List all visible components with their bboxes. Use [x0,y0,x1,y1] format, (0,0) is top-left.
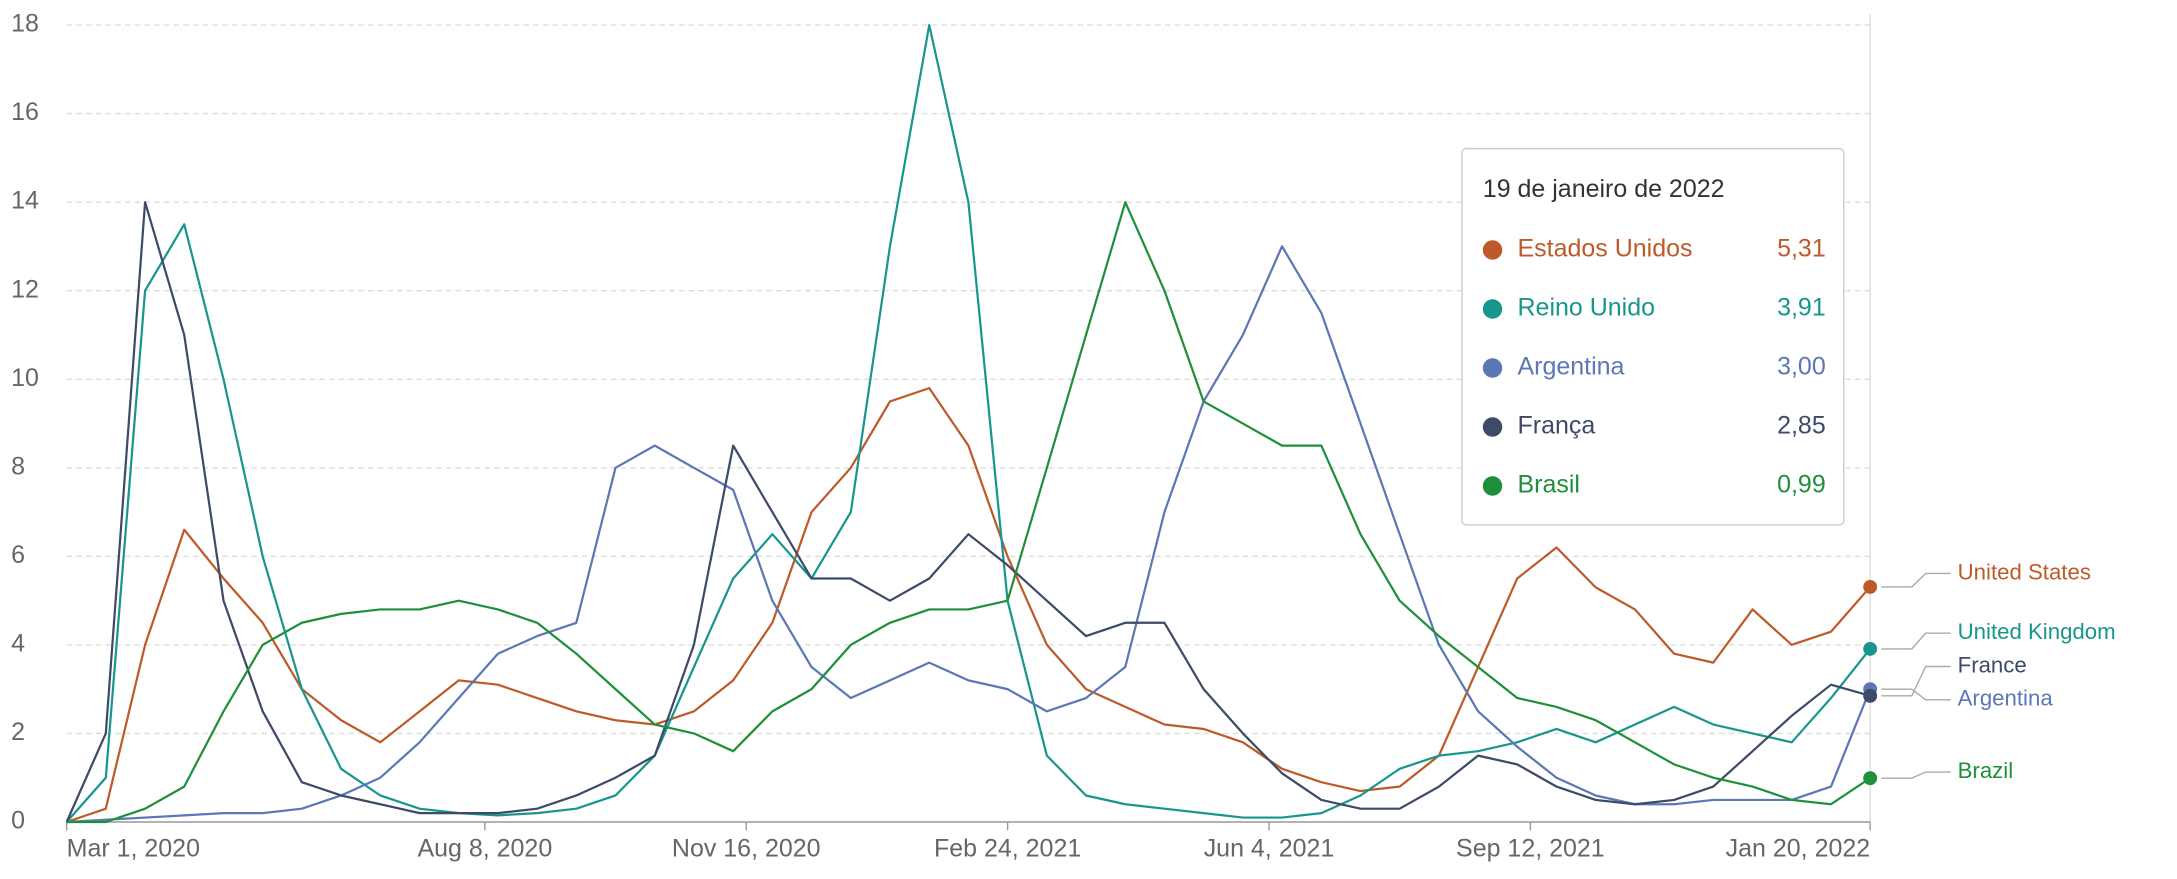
tooltip-value: 3,00 [1777,353,1826,381]
end-dot [1863,771,1878,786]
series-line [66,201,1871,824]
tooltip-name: Estados Unidos [1518,235,1693,263]
tooltip: 19 de janeiro de 2022 Estados Unidos 5,31 R… [1461,147,1845,526]
tooltip-dot [1482,358,1503,378]
x-tick-label: Feb 24, 2021 [934,834,1081,862]
y-tick-label: 2 [11,718,25,746]
y-tick-label: 4 [11,629,25,657]
end-label: Brazil [1958,758,2014,783]
tooltip-value: 3,91 [1777,294,1826,322]
x-tick-label: Mar 1, 2020 [67,834,200,862]
end-dot [1863,579,1878,594]
end-label: Argentina [1958,686,2054,711]
x-tick-label: Aug 8, 2020 [417,834,552,862]
tooltip-title: 19 de janeiro de 2022 [1483,175,1725,203]
y-tick-label: 18 [11,10,39,38]
end-dot [1863,688,1878,703]
label-connector [1881,665,1951,697]
label-connector [1881,572,1951,588]
x-tick-label: Nov 16, 2020 [672,834,821,862]
y-tick-label: 12 [11,275,39,303]
tooltip-dot [1482,299,1503,319]
end-label: France [1958,652,2027,677]
end-dot [1863,641,1878,656]
y-tick-label: 10 [11,364,39,392]
tooltip-dot [1482,417,1503,437]
y-tick-label: 8 [11,452,25,480]
tooltip-value: 5,31 [1777,235,1826,263]
series-line [65,201,1871,823]
tooltip-value: 2,85 [1777,412,1826,440]
y-tick-label: 6 [11,541,25,569]
x-tick-label: Jun 4, 2021 [1204,834,1335,862]
tooltip-value: 0,99 [1777,471,1826,499]
series-line [66,245,1872,824]
tooltip-dot [1482,476,1503,496]
label-connector [1881,688,1951,701]
end-label: United Kingdom [1958,619,2116,644]
tooltip-name: Brasil [1518,471,1580,499]
y-tick-label: 14 [11,187,39,215]
tooltip-name: França [1518,412,1596,440]
label-connector [1881,771,1951,779]
y-tick-label: 0 [11,807,25,835]
tooltip-name: Reino Unido [1518,294,1656,322]
x-tick-label: Sep 12, 2021 [1456,834,1605,862]
tooltip-name: Argentina [1518,353,1625,381]
x-tick-label: Jan 20, 2022 [1726,834,1870,862]
tooltip-dot [1482,240,1503,260]
tooltip-box [1461,147,1845,526]
end-label: United States [1958,559,2091,584]
series-line [66,387,1872,824]
label-connector [1881,632,1951,650]
series-line [65,23,1872,823]
y-tick-label: 16 [11,98,39,126]
